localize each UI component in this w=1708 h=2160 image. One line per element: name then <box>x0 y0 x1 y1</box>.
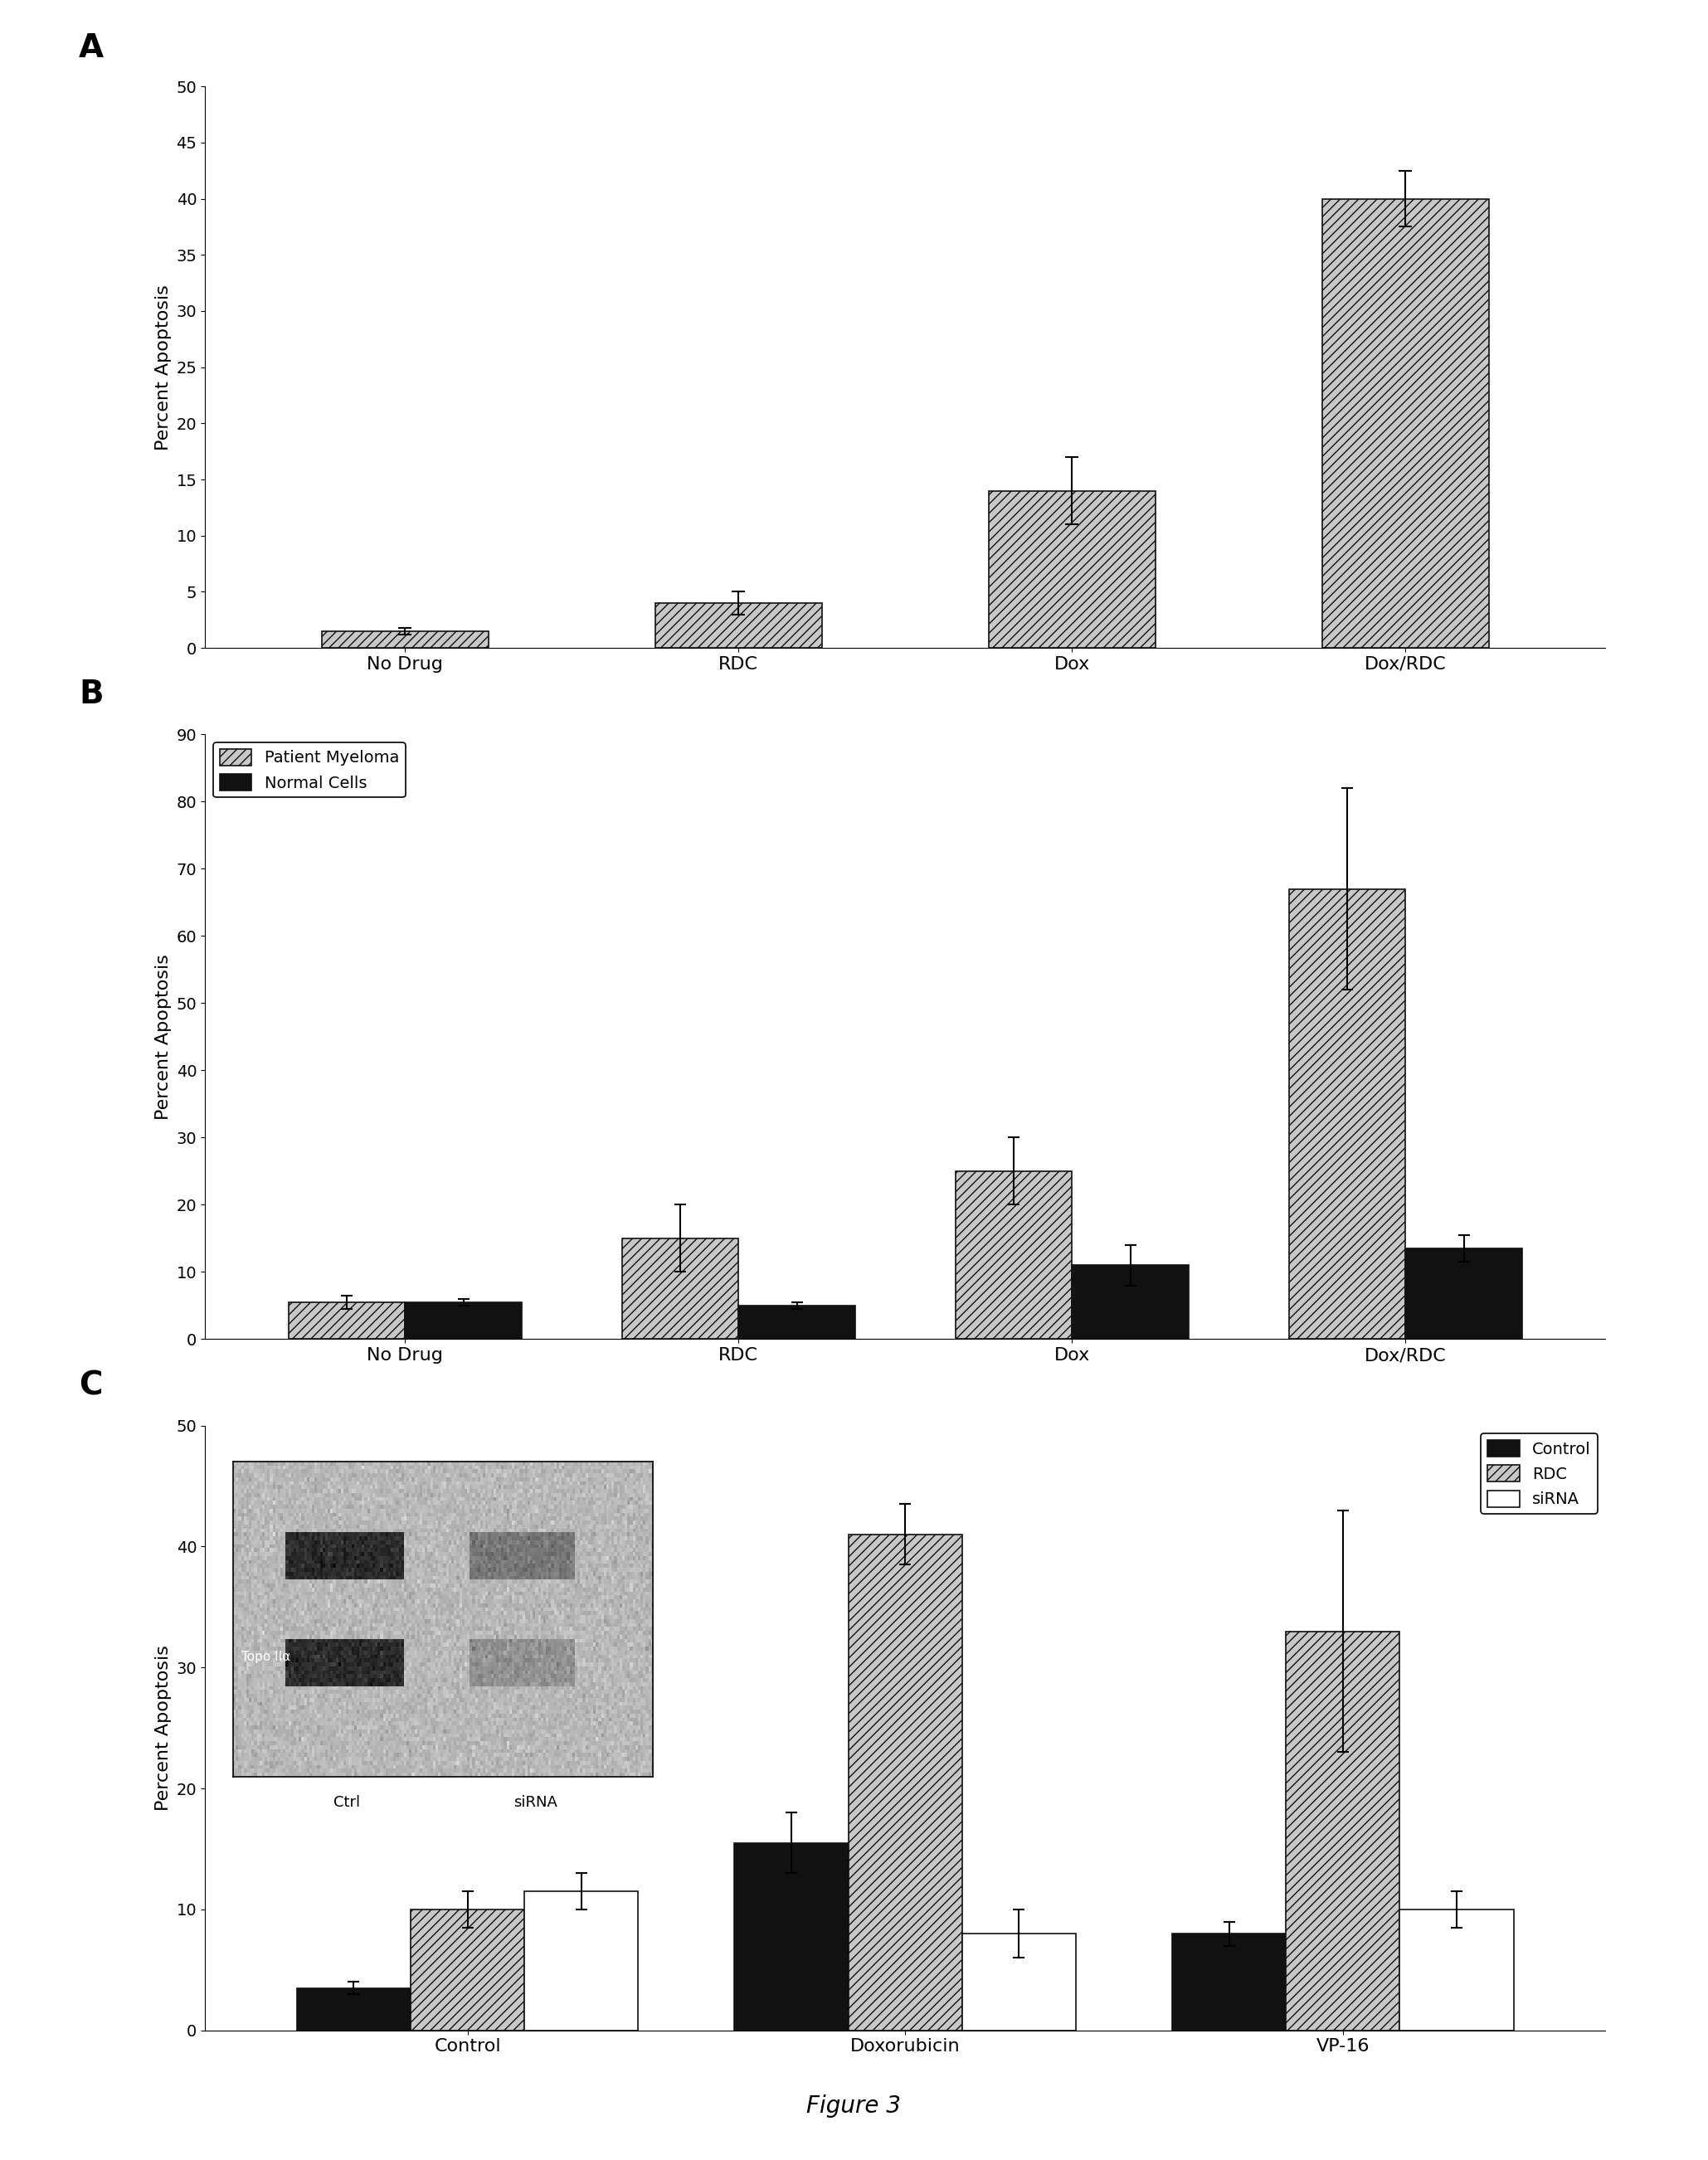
Y-axis label: Percent Apoptosis: Percent Apoptosis <box>155 1646 173 1810</box>
Bar <box>738 1305 856 1339</box>
Bar <box>524 1892 639 2030</box>
Bar <box>405 1302 521 1339</box>
Bar <box>321 631 488 648</box>
Bar <box>297 1987 410 2030</box>
Text: C: C <box>79 1369 102 1402</box>
Bar <box>849 1534 962 2030</box>
Text: B: B <box>79 678 104 711</box>
Text: Figure 3: Figure 3 <box>806 2095 902 2117</box>
Bar <box>1406 1248 1522 1339</box>
Bar <box>734 1842 849 2030</box>
Bar <box>989 490 1155 648</box>
Bar <box>622 1238 738 1339</box>
Bar <box>410 1909 524 2030</box>
Bar <box>955 1171 1073 1339</box>
Y-axis label: Percent Apoptosis: Percent Apoptosis <box>155 285 171 449</box>
Text: A: A <box>79 32 104 65</box>
Bar <box>1290 890 1406 1339</box>
Bar <box>1172 1933 1286 2030</box>
Bar <box>656 603 822 648</box>
Legend: Control, RDC, siRNA: Control, RDC, siRNA <box>1481 1434 1597 1514</box>
Bar <box>962 1933 1076 2030</box>
Legend: Patient Myeloma, Normal Cells: Patient Myeloma, Normal Cells <box>214 743 407 797</box>
Bar <box>289 1302 405 1339</box>
Bar <box>1073 1266 1189 1339</box>
Y-axis label: Percent Apoptosis: Percent Apoptosis <box>155 955 173 1119</box>
Bar <box>1286 1631 1401 2030</box>
Bar <box>1322 199 1489 648</box>
Bar <box>1401 1909 1513 2030</box>
